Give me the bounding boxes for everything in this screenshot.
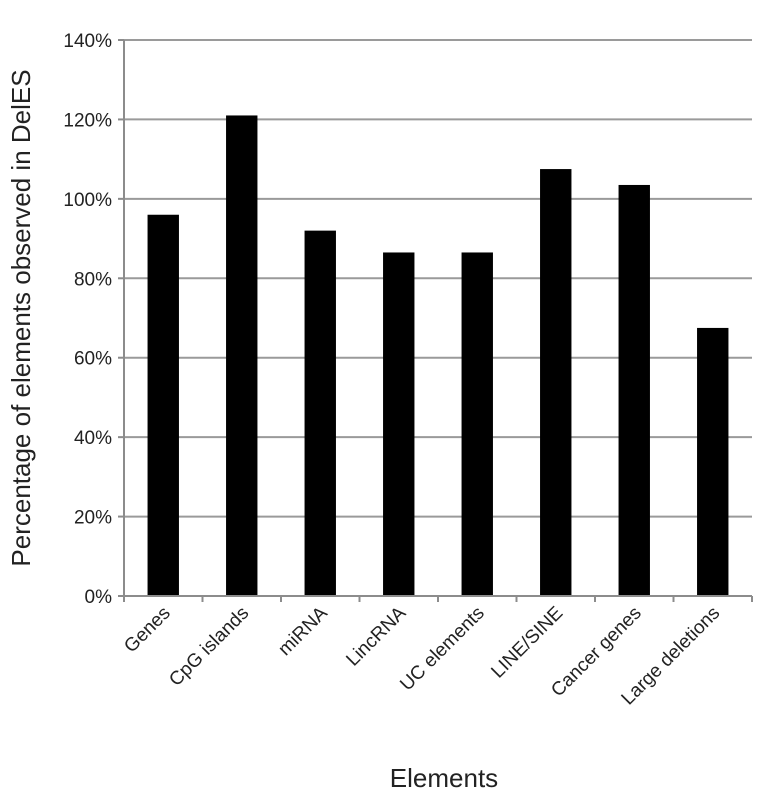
y-tick-label: 100% (63, 190, 112, 211)
bar-cancer-genes (618, 184, 650, 596)
y-tick-label: 40% (74, 428, 112, 449)
y-tick-label: 80% (74, 269, 112, 290)
y-axis-title: Percentage of elements observed in DelES (6, 69, 36, 566)
x-tick-label: Genes (120, 603, 174, 657)
bar-lincrna (383, 252, 415, 596)
y-tick-label: 120% (63, 110, 112, 131)
axes (118, 39, 753, 602)
x-tick-label: LincRNA (342, 602, 410, 670)
bar-large-deletions (697, 327, 729, 596)
x-tick-label: miRNA (274, 602, 332, 660)
y-tick-label: 60% (74, 349, 112, 370)
bar-cpg-islands (226, 115, 258, 596)
y-tick-label: 20% (74, 508, 112, 529)
gridlines (124, 39, 752, 518)
y-tick-label: 140% (63, 31, 112, 52)
y-tick-labels: 0% 20% 40% 60% 80% 100% 120% 140% (63, 31, 112, 608)
bar-uc-elements (461, 252, 493, 596)
x-tick-label: CpG islands (165, 603, 253, 691)
x-tick-label: UC elements (396, 603, 489, 696)
x-axis-title: Elements (390, 763, 498, 793)
bar-genes (147, 214, 179, 596)
bar-line-sine (540, 169, 572, 597)
y-tick-label: 0% (85, 587, 113, 608)
x-tick-label: LINE/SINE (487, 603, 567, 683)
bars (147, 115, 729, 597)
bar-mirna (304, 230, 336, 596)
